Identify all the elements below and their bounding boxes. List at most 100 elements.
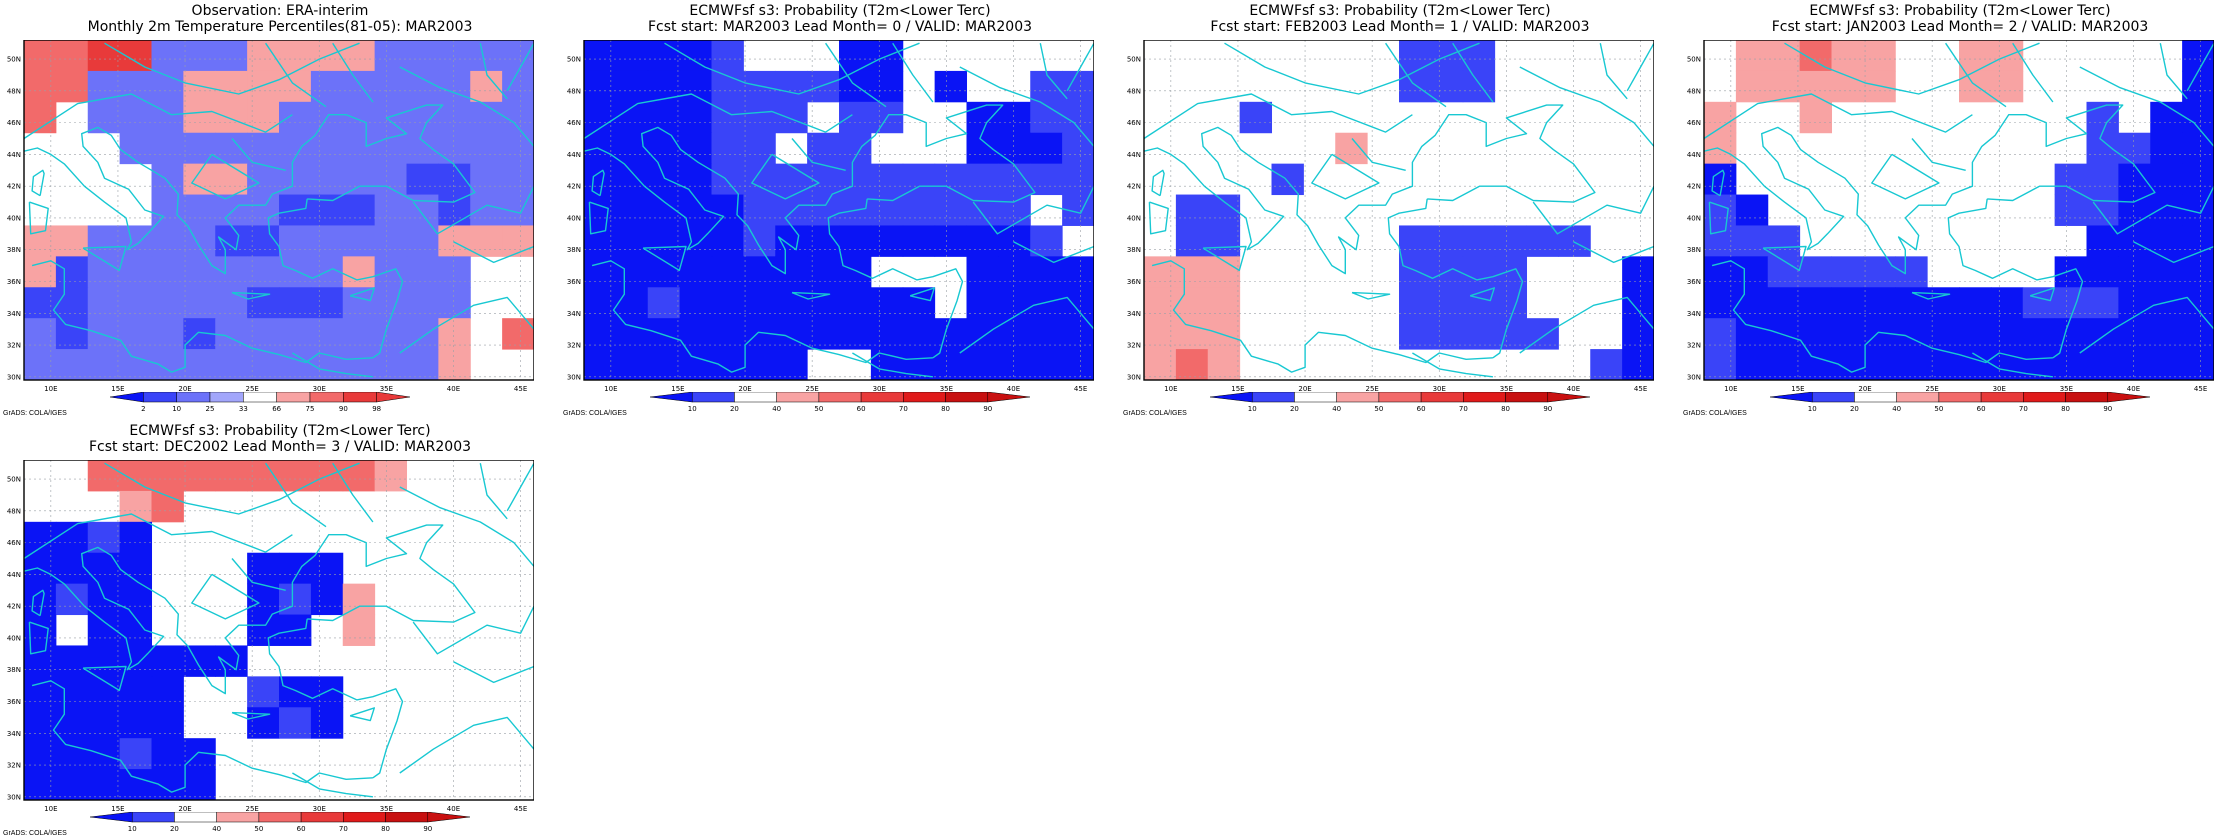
- grid-cell: [215, 194, 248, 226]
- legend-swatch: [2107, 392, 2151, 403]
- coastline: [1626, 42, 1654, 92]
- lat-tick-label: 38N: [1127, 246, 1141, 254]
- grid-cell: [775, 163, 808, 196]
- panel-subtitle: Fcst start: DEC2002 Lead Month= 3 / VALI…: [88, 439, 472, 455]
- grid-cell: [1799, 318, 1833, 350]
- grid-cell: [87, 40, 121, 72]
- grid-cell: [998, 101, 1031, 134]
- grid-cell: [998, 349, 1031, 381]
- lat-tick-label: 48N: [1687, 87, 1701, 95]
- grid-cell: [55, 70, 89, 103]
- grid-cell: [807, 318, 840, 350]
- grid-cell: [711, 349, 744, 381]
- panel-title: Observation: ERA-interim: [191, 3, 369, 19]
- grid-cell: [87, 583, 121, 616]
- grid-cell: [2022, 318, 2056, 350]
- grid-cell: [1062, 70, 1094, 103]
- grid-cell: [1735, 194, 1769, 226]
- lat-tick-label: 46N: [1687, 119, 1701, 127]
- grid-cell: [470, 163, 503, 196]
- grid-cell: [438, 194, 471, 226]
- legend-label: 40: [1332, 405, 1341, 413]
- legend-label: 60: [297, 825, 306, 833]
- map-panel-3: ECMWFsf s3: Probability (T2m<Lower Terc)…: [1120, 0, 1680, 420]
- grid-cell: [1430, 287, 1464, 319]
- grid-cell: [998, 287, 1031, 319]
- grid-cell: [119, 101, 153, 134]
- grid-cell: [839, 256, 872, 288]
- legend-label: 33: [239, 405, 248, 413]
- grid-cell: [310, 163, 344, 196]
- coastline: [2092, 185, 2214, 235]
- grid-cell: [374, 101, 408, 134]
- grid-cell: [1175, 225, 1209, 257]
- coastline: [23, 524, 476, 695]
- grid-cell: [1430, 318, 1464, 350]
- grid-cell: [183, 769, 216, 801]
- lon-tick-label: 15E: [671, 385, 684, 393]
- grid-cell: [151, 194, 184, 226]
- coastline: [1762, 245, 1807, 272]
- grid-cell: [2086, 287, 2119, 319]
- coastline: [399, 66, 534, 147]
- grid-cell: [1144, 349, 1177, 381]
- grid-cell: [279, 70, 312, 103]
- coastline: [1148, 201, 1169, 235]
- grid-cell: [807, 256, 840, 288]
- grid-cell: [374, 225, 408, 257]
- grid-cell: [1990, 349, 2024, 381]
- grid-cell: [55, 318, 89, 350]
- grid-cell: [1704, 194, 1737, 226]
- grid-cell: [647, 349, 681, 381]
- grid-cell: [1030, 318, 1063, 350]
- grid-cell: [2150, 163, 2183, 196]
- coastline: [332, 462, 374, 523]
- grid-cell: [839, 163, 872, 196]
- legend-swatch: [987, 392, 1031, 403]
- grid-cell: [1831, 349, 1864, 381]
- grid-cell: [1767, 287, 1801, 319]
- grid-cell: [2054, 349, 2088, 381]
- lon-tick-label: 30E: [313, 385, 326, 393]
- grid-cell: [2054, 318, 2088, 350]
- lat-tick-label: 50N: [567, 56, 581, 64]
- grid-cell: [615, 70, 649, 103]
- grid-cell: [870, 225, 904, 257]
- panel-subtitle: Fcst start: MAR2003 Lead Month= 0 / VALI…: [647, 19, 1033, 35]
- grid-cell: [215, 163, 248, 196]
- grid-cell: [183, 349, 216, 381]
- grid-cell: [1704, 225, 1737, 257]
- grid-cell: [87, 707, 121, 739]
- coastline: [267, 198, 404, 359]
- lon-tick-label: 10E: [44, 805, 57, 813]
- coastline: [28, 621, 49, 655]
- grid-cell: [1959, 40, 1992, 72]
- grid-cell: [1990, 287, 2024, 319]
- grid-cell: [966, 287, 999, 319]
- grid-cell: [310, 707, 344, 739]
- grid-cell: [470, 194, 503, 226]
- grid-cell: [647, 287, 681, 319]
- grid-cell: [119, 318, 153, 350]
- coastline: [231, 711, 271, 720]
- grid-cell: [406, 70, 439, 103]
- legend-label: 10: [688, 405, 697, 413]
- coastline: [292, 772, 373, 798]
- lat-tick-label: 46N: [7, 539, 21, 547]
- grid-cell: [215, 101, 248, 134]
- grid-cell: [24, 769, 57, 801]
- legend-label: 50: [1374, 405, 1383, 413]
- coastline: [1013, 241, 1094, 264]
- grid-cell: [183, 132, 216, 165]
- coastline: [1519, 296, 1654, 354]
- legend-swatch: [143, 392, 177, 403]
- grid-cell: [151, 132, 184, 165]
- legend-swatch: [300, 812, 344, 823]
- coastline: [2079, 66, 2214, 147]
- grid-cell: [151, 318, 184, 350]
- coastline: [104, 42, 360, 95]
- lat-tick-label: 34N: [7, 310, 21, 318]
- grid-cell: [151, 645, 184, 677]
- grid-cell: [743, 132, 776, 165]
- grid-cell: [679, 101, 713, 134]
